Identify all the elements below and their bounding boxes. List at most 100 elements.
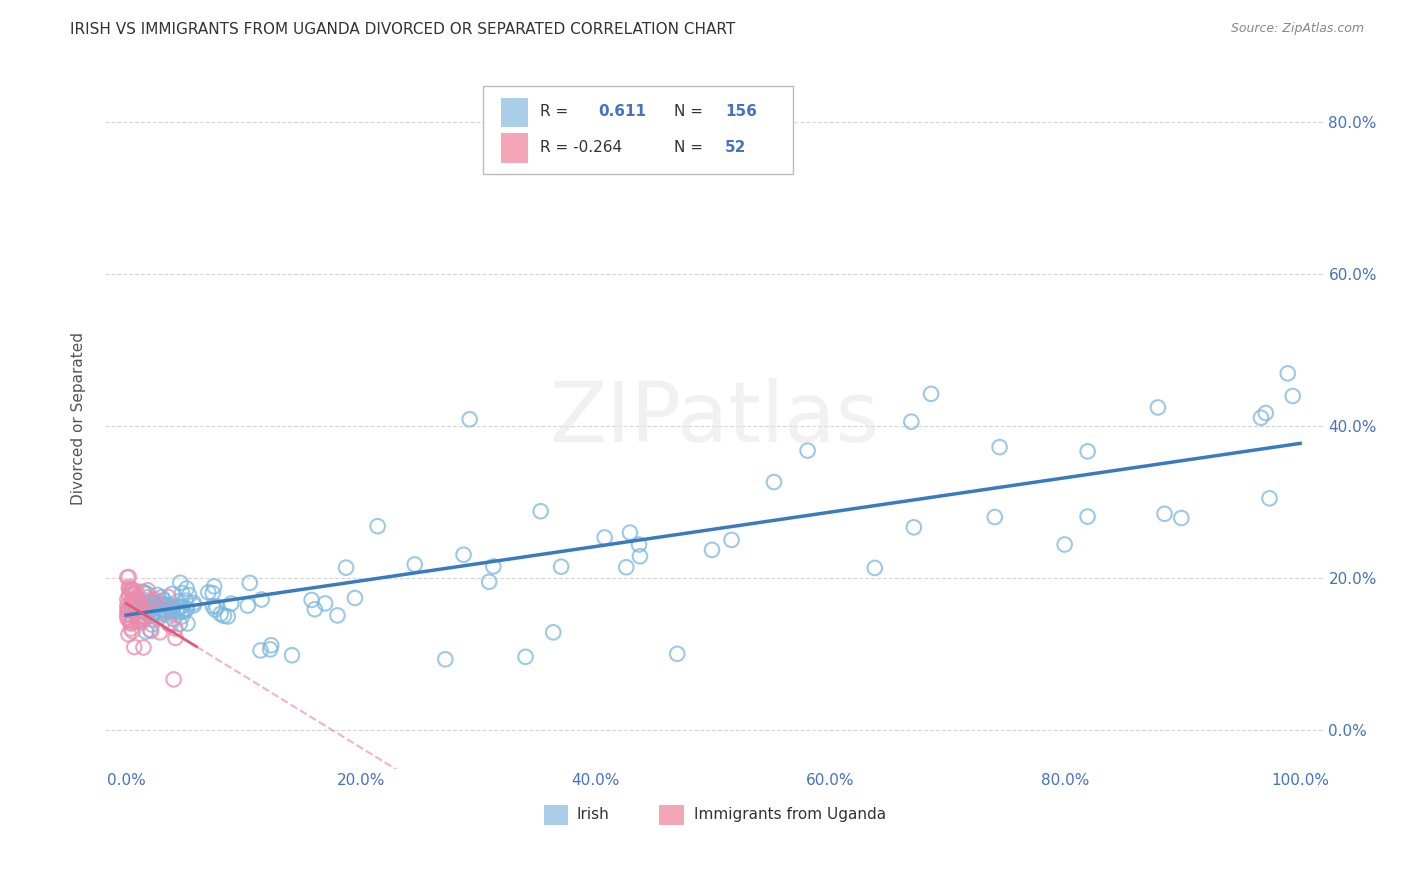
Point <box>141 617 163 632</box>
Point <box>138 598 160 612</box>
Point <box>139 603 162 617</box>
Point <box>139 600 162 615</box>
Text: N =: N = <box>673 104 703 120</box>
Point <box>152 598 174 612</box>
Point <box>131 605 153 619</box>
Point <box>121 602 143 616</box>
Point <box>176 616 198 631</box>
Point <box>153 606 176 620</box>
Point <box>135 597 157 611</box>
Point <box>1077 509 1099 524</box>
Point <box>281 648 304 663</box>
Point <box>619 525 641 540</box>
Point <box>138 601 160 615</box>
Point <box>124 606 146 620</box>
Point <box>162 602 184 616</box>
Point <box>132 609 155 624</box>
Point <box>128 614 150 628</box>
Point <box>134 605 156 619</box>
Point <box>212 608 235 623</box>
Point <box>201 586 224 600</box>
Point <box>117 613 139 627</box>
Point <box>249 643 271 657</box>
Point <box>121 624 143 638</box>
Point <box>541 625 564 640</box>
Point <box>205 599 228 614</box>
Point <box>117 604 139 618</box>
Point <box>122 598 145 612</box>
Point <box>121 603 143 617</box>
Point <box>250 592 273 607</box>
Point <box>239 575 262 590</box>
Point <box>142 596 165 610</box>
Point <box>117 602 139 616</box>
Point <box>124 587 146 601</box>
Point <box>167 600 190 615</box>
Point <box>125 584 148 599</box>
Point <box>117 611 139 625</box>
Point <box>515 649 537 664</box>
Point <box>149 594 172 608</box>
Point <box>120 616 142 631</box>
Bar <box>544 805 568 824</box>
Point <box>183 599 205 613</box>
Point <box>478 574 501 589</box>
Text: R =: R = <box>540 104 568 120</box>
Point <box>128 610 150 624</box>
Bar <box>501 98 527 128</box>
Text: 156: 156 <box>725 104 756 120</box>
Point <box>142 595 165 609</box>
Point <box>132 640 155 655</box>
Point <box>1277 367 1299 381</box>
Point <box>148 597 170 611</box>
Text: IRISH VS IMMIGRANTS FROM UGANDA DIVORCED OR SEPARATED CORRELATION CHART: IRISH VS IMMIGRANTS FROM UGANDA DIVORCED… <box>70 22 735 37</box>
Text: 52: 52 <box>725 140 747 154</box>
Point <box>177 588 200 602</box>
Point <box>170 605 193 619</box>
Point <box>142 595 165 609</box>
Point <box>127 596 149 610</box>
Point <box>125 597 148 611</box>
Point <box>162 612 184 626</box>
Point <box>169 616 191 631</box>
Point <box>204 602 226 616</box>
Point <box>593 531 616 545</box>
Point <box>183 596 205 610</box>
Point <box>174 593 197 607</box>
Point <box>121 582 143 597</box>
Text: Immigrants from Uganda: Immigrants from Uganda <box>693 807 886 822</box>
Point <box>530 504 553 518</box>
Point <box>132 585 155 599</box>
Point <box>666 647 689 661</box>
Point <box>209 607 232 621</box>
Point <box>176 602 198 616</box>
Point <box>1077 444 1099 458</box>
Point <box>132 605 155 619</box>
Point <box>138 594 160 608</box>
Point <box>150 597 173 611</box>
Point <box>155 607 177 622</box>
Point <box>157 616 180 631</box>
Point <box>367 519 389 533</box>
Point <box>124 640 146 654</box>
Point <box>141 608 163 623</box>
Point <box>796 443 818 458</box>
Point <box>157 598 180 612</box>
Point <box>125 596 148 610</box>
Point <box>165 631 187 645</box>
Point <box>120 583 142 598</box>
Point <box>141 612 163 626</box>
Point <box>550 559 572 574</box>
Point <box>138 599 160 614</box>
Point <box>627 537 650 551</box>
Point <box>1170 511 1192 525</box>
Point <box>117 570 139 584</box>
Point <box>197 585 219 599</box>
Point <box>117 599 139 614</box>
Point <box>984 510 1007 524</box>
Point <box>920 387 942 401</box>
Point <box>434 652 457 666</box>
Point <box>162 673 184 687</box>
Point <box>118 570 141 584</box>
Point <box>343 591 366 605</box>
